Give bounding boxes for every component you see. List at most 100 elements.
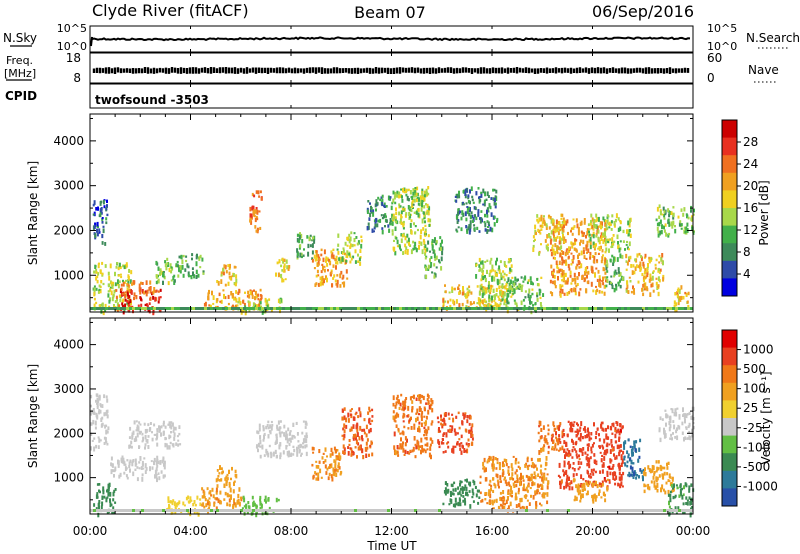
echo-cell	[312, 451, 315, 454]
echo-cell	[118, 304, 121, 309]
echo-cell	[442, 502, 445, 506]
echo-cell	[596, 225, 599, 230]
echo-cell	[264, 510, 267, 515]
echo-cell	[642, 261, 645, 267]
echo-cell	[586, 274, 588, 279]
beam-title: Beam 07	[354, 3, 426, 22]
echo-cell	[574, 238, 577, 242]
echo-cell	[477, 212, 480, 217]
echo-cell	[395, 237, 398, 240]
echo-cell	[583, 485, 586, 490]
echo-cell	[500, 289, 503, 295]
echo-cell	[638, 252, 641, 256]
echo-cell	[531, 509, 534, 512]
echo-cell	[295, 421, 298, 425]
echo-cell	[153, 509, 156, 512]
echo-cell	[155, 437, 158, 441]
echo-cell	[352, 434, 355, 438]
echo-cell	[294, 509, 297, 512]
echo-cell	[665, 481, 668, 485]
echo-cell	[170, 270, 173, 274]
echo-cell	[495, 196, 498, 202]
echo-cell	[422, 238, 425, 243]
echo-cell	[288, 307, 291, 310]
echo-cell	[203, 494, 206, 499]
echo-cell	[356, 422, 359, 427]
echo-cell	[297, 307, 300, 310]
echo-cell	[135, 509, 138, 512]
echo-cell	[102, 509, 105, 512]
echo-cell	[678, 222, 681, 227]
colorbar-tick-label: 500	[743, 362, 766, 376]
echo-cell	[656, 222, 659, 227]
echo-cell	[537, 307, 540, 310]
echo-cell	[407, 405, 410, 411]
echo-cell	[120, 509, 123, 512]
echo-cell	[574, 277, 577, 281]
echo-cell	[460, 450, 463, 455]
echo-cell	[505, 459, 508, 463]
echo-cell	[496, 257, 498, 262]
echo-cell	[177, 307, 180, 310]
echo-cell	[303, 509, 306, 512]
echo-cell	[288, 509, 291, 512]
echo-cell	[545, 438, 548, 441]
echo-cell	[259, 439, 262, 445]
echo-cell	[215, 506, 218, 510]
echo-cell	[106, 510, 109, 515]
echo-cell	[591, 255, 594, 258]
echo-cell	[125, 467, 128, 470]
echo-cell	[357, 442, 360, 446]
echo-cell	[141, 476, 144, 482]
echo-cell	[366, 509, 369, 512]
echo-cell	[469, 504, 472, 509]
echo-cell	[401, 198, 404, 203]
echo-cell	[547, 450, 550, 455]
echo-cell	[631, 446, 634, 451]
colorbar-segment	[722, 120, 737, 139]
echo-cell	[233, 498, 235, 503]
echo-cell	[639, 468, 642, 472]
echo-cell	[301, 431, 304, 435]
echo-cell	[337, 233, 340, 238]
echo-cell	[277, 272, 280, 278]
cpid-value: twofsound -3503	[95, 93, 209, 107]
echo-cell	[669, 424, 672, 429]
echo-cell	[402, 431, 405, 436]
echo-cell	[496, 273, 498, 277]
echo-cell	[334, 460, 337, 466]
echo-cell	[315, 509, 318, 512]
echo-cell	[553, 227, 556, 230]
echo-cell	[624, 440, 627, 445]
echo-cell	[572, 279, 575, 282]
echo-cell	[238, 297, 241, 302]
echo-cell	[492, 455, 495, 461]
echo-cell	[610, 282, 613, 286]
echo-cell	[259, 301, 262, 305]
echo-cell	[621, 485, 624, 488]
echo-cell	[508, 282, 511, 287]
echo-cell	[237, 307, 240, 310]
echo-cell	[570, 252, 573, 255]
echo-cell	[218, 472, 221, 475]
echo-cell	[618, 451, 621, 457]
echo-cell	[101, 220, 104, 224]
echo-cell	[348, 252, 350, 256]
echo-cell	[329, 260, 332, 266]
echo-cell	[569, 423, 572, 426]
echo-cell	[110, 456, 113, 461]
echo-cell	[585, 244, 588, 249]
echo-cell	[528, 477, 531, 482]
echo-cell	[502, 461, 504, 464]
echo-cell	[420, 416, 423, 421]
echo-cell	[118, 280, 121, 283]
echo-cell	[101, 241, 104, 245]
echo-cell	[172, 430, 175, 433]
echo-cell	[397, 427, 400, 431]
echo-cell	[582, 247, 585, 250]
echo-cell	[585, 288, 588, 294]
echo-cell	[667, 208, 670, 212]
echo-cell	[108, 485, 110, 489]
echo-cell	[459, 502, 462, 507]
echo-cell	[590, 468, 593, 473]
